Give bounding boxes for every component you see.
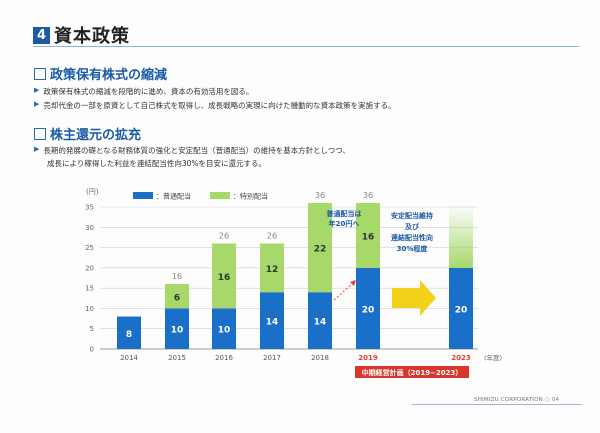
y-tick-label-20: 20 (85, 264, 94, 272)
y-tick-label-10: 10 (85, 305, 94, 313)
footer-text: SHIMIZU CORPORATION ○ 04 (474, 397, 560, 403)
bar-total-2017: 26 (267, 232, 277, 241)
y-unit-label: (円) (86, 188, 99, 196)
arrow-head-2018-2019 (350, 280, 356, 286)
legend-label-special: ：特別配当 (233, 192, 268, 201)
legend-swatch-special (210, 192, 230, 199)
title-divider (33, 46, 579, 47)
bar-total-2015: 16 (172, 272, 182, 281)
bar-value-special-2019: 16 (362, 232, 375, 242)
bar-ordinary-2014 (117, 316, 141, 349)
section-1-bullet-2-text: 売却代金の一部を原資として自己株式を取得し、成長戦略の実現に向けた機動的な資本政… (43, 101, 396, 110)
bar-ordinary-2023 (449, 267, 473, 349)
x-tick-label-2014: 2014 (120, 354, 138, 362)
bar-special-2015 (165, 284, 189, 309)
bar-total-2018: 36 (315, 191, 325, 200)
bar-total-2019: 36 (363, 191, 373, 200)
section-2-bullet-text-2: 成長により稼得した利益を連結配当性向30%を目安に還元する。 (47, 159, 267, 168)
bullet-triangle-icon: ▶ (34, 145, 40, 153)
section-2-bullet-text-1: 長期的発展の礎となる財務体質の強化と安定配当（普通配当）の維持を基本方針としつつ… (43, 146, 350, 155)
checkbox-square-icon (34, 67, 46, 80)
annotation-2023-line-2: 及び (405, 222, 420, 231)
bar-total-2016: 26 (219, 232, 229, 241)
bar-value-ordinary-2016: 10 (218, 326, 231, 336)
bar-ordinary-2016 (212, 308, 236, 349)
y-tick-label-30: 30 (85, 224, 94, 232)
y-tick-label-35: 35 (85, 204, 94, 212)
bar-ordinary-2019 (356, 267, 380, 349)
bar-target-fade-2023 (449, 204, 473, 268)
y-tick-label-25: 25 (85, 244, 94, 252)
legend-label-ordinary: ：普通配当 (156, 192, 191, 201)
bar-special-2016 (212, 243, 236, 309)
section-2-title: 株主還元の拡充 (50, 128, 142, 143)
y-tick-label-5: 5 (90, 325, 94, 333)
x-tick-label-2015: 2015 (168, 354, 186, 362)
bar-value-ordinary-2014: 8 (126, 330, 132, 340)
bar-value-ordinary-2023: 20 (455, 305, 468, 315)
bar-value-special-2017: 12 (266, 265, 279, 275)
title-text: 資本政策 (54, 26, 130, 47)
x-tick-label-2017: 2017 (263, 354, 281, 362)
x-tick-label-2018: 2018 (311, 354, 329, 362)
section-1-bullet-2: ▶ 売却代金の一部を原資として自己株式を取得し、成長戦略の実現に向けた機動的な資… (34, 100, 396, 111)
section-1-bullet-1-text: 政策保有株式の縮減を段階的に進め、資本の有効活用を図る。 (43, 87, 254, 96)
bar-special-2017 (260, 243, 284, 293)
section-heading-2: 株主還元の拡充 (34, 124, 141, 143)
annotation-2023-line-4: 30%程度 (397, 244, 429, 253)
page-title: 4 資本政策 (33, 22, 130, 48)
bar-ordinary-2015 (165, 308, 189, 349)
big-arrow-icon (392, 280, 436, 316)
annotation-2018-line-2: 年20円へ (329, 219, 360, 228)
bar-value-ordinary-2019: 20 (362, 305, 375, 315)
bar-value-special-2015: 6 (174, 293, 180, 303)
bar-value-special-2018: 22 (314, 245, 327, 255)
bar-value-ordinary-2015: 10 (171, 326, 184, 336)
section-heading-1: 政策保有株式の縮減 (34, 64, 167, 83)
section-1-bullet-1: ▶ 政策保有株式の縮減を段階的に進め、資本の有効活用を図る。 (34, 86, 253, 97)
footer-divider (412, 404, 582, 405)
bar-value-special-2016: 16 (218, 273, 231, 283)
bar-ordinary-2017 (260, 292, 284, 349)
bullet-triangle-icon: ▶ (34, 100, 40, 108)
checkbox-square-icon (34, 127, 46, 140)
bar-ordinary-2018 (308, 292, 332, 349)
plan-label-text: 中期経営計画（2019−2023） (362, 368, 463, 377)
y-tick-label-0: 0 (90, 346, 94, 354)
bar-value-ordinary-2017: 14 (266, 318, 279, 328)
annotation-2023-line-1: 安定配当維持 (391, 211, 433, 220)
x-tick-label-2019: 2019 (358, 354, 378, 362)
bullet-triangle-icon: ▶ (34, 86, 40, 94)
arrow-line-2018-2019 (333, 281, 355, 301)
bar-value-ordinary-2018: 14 (314, 318, 327, 328)
section-2-bullet-1: ▶ 長期的発展の礎となる財務体質の強化と安定配当（普通配当）の維持を基本方針とし… (34, 145, 350, 156)
y-tick-label-15: 15 (85, 285, 94, 293)
x-tick-label-2023: 2023 (451, 354, 471, 362)
legend-swatch-ordinary (133, 192, 153, 199)
x-unit-label: (年度) (484, 353, 502, 362)
plan-label-bar (355, 366, 469, 378)
section-1-title: 政策保有株式の縮減 (50, 68, 168, 83)
x-tick-label-2016: 2016 (215, 354, 233, 362)
annotation-2018-line-1: 普通配当は (327, 209, 362, 218)
bar-special-2018 (308, 202, 332, 293)
bar-special-2019 (356, 202, 380, 268)
annotation-2023-line-3: 連結配当性向 (391, 233, 433, 242)
title-number-badge: 4 (33, 26, 50, 44)
